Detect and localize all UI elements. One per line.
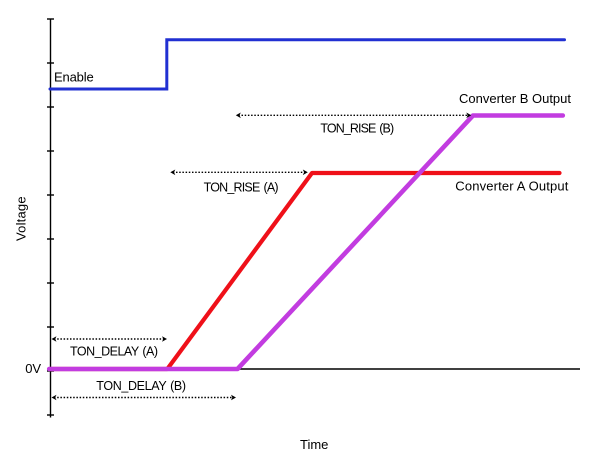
svg-text:TON_RISE (B): TON_RISE (B)	[320, 121, 394, 135]
svg-text:0V: 0V	[25, 361, 41, 376]
svg-text:Converter A Output: Converter A Output	[455, 179, 569, 194]
svg-text:TON_RISE (A): TON_RISE (A)	[204, 180, 279, 194]
svg-text:TON_DELAY (B): TON_DELAY (B)	[96, 379, 186, 393]
svg-text:TON_DELAY (A): TON_DELAY (A)	[70, 344, 158, 358]
svg-text:Voltage: Voltage	[13, 196, 28, 241]
svg-text:Converter B Output: Converter B Output	[459, 91, 571, 106]
svg-text:Time: Time	[300, 437, 328, 452]
svg-text:Enable: Enable	[54, 69, 94, 84]
